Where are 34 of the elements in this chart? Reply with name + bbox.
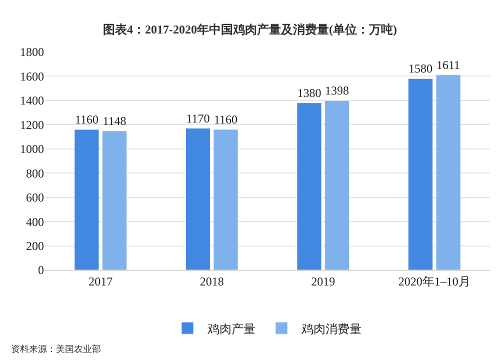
y-tick-label: 1600 <box>20 69 44 84</box>
data-label: 1398 <box>325 84 350 98</box>
data-label: 1611 <box>436 58 460 72</box>
data-label: 1170 <box>186 111 210 126</box>
bar <box>408 78 433 270</box>
y-tick-label: 800 <box>26 166 44 180</box>
data-label: 1160 <box>74 112 98 127</box>
legend-label: 鸡肉产量 <box>206 322 256 336</box>
y-tick-label: 600 <box>26 190 44 205</box>
bar <box>185 128 210 270</box>
y-tick-label: 200 <box>26 238 44 253</box>
y-tick-label: 0 <box>38 263 44 278</box>
x-tick-label: 2017 <box>88 274 113 288</box>
data-label: 1380 <box>297 86 322 100</box>
y-tick-label: 400 <box>26 214 44 229</box>
y-tick-label: 1800 <box>20 45 44 60</box>
data-label: 1148 <box>102 114 126 128</box>
x-tick-label: 2019 <box>311 274 336 288</box>
data-label: 1160 <box>214 112 238 127</box>
bar <box>324 100 350 270</box>
text: 资料来源：美国农业部 <box>11 344 101 354</box>
bar <box>102 130 128 270</box>
x-tick-label: 2018 <box>200 274 224 288</box>
legend-label: 鸡肉消费量 <box>300 322 362 336</box>
chart-title: 图表4：2017-2020年中国鸡肉产量及消费量(单位：万吨) <box>103 22 397 37</box>
bar <box>296 102 322 270</box>
bar <box>213 129 238 270</box>
data-label: 1580 <box>408 62 432 76</box>
bar <box>436 74 461 270</box>
x-tick-label: 2020年1–10月 <box>398 274 470 288</box>
y-tick-label: 1400 <box>20 94 44 108</box>
y-tick-label: 1200 <box>20 118 44 132</box>
bar <box>74 129 100 270</box>
y-tick-label: 1000 <box>20 142 44 156</box>
